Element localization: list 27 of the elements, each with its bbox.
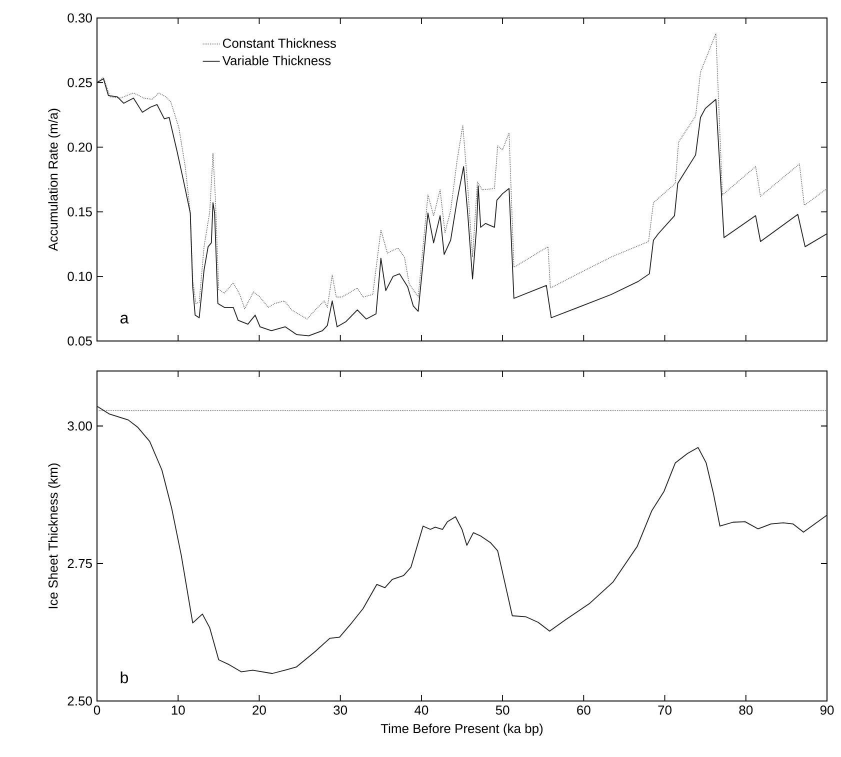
x-tick-label: 90 — [820, 706, 834, 715]
y-axis-title: Ice Sheet Thickness (km) — [48, 464, 60, 608]
x-tick-label: 10 — [172, 706, 185, 715]
y-tick-label: 0.30 — [68, 13, 92, 23]
y-tick-label: 2.50 — [68, 696, 92, 706]
line-series — [97, 78, 828, 336]
x-tick-label: 40 — [414, 706, 428, 715]
x-axis-title: Time Before Present (ka bp) — [380, 724, 543, 736]
x-tick-label: 80 — [739, 706, 753, 715]
y-tick-label: 0.10 — [68, 272, 92, 281]
y-tick-label: 0.20 — [68, 142, 92, 152]
y-tick-label: 0.25 — [68, 78, 92, 88]
x-tick-label: 70 — [658, 706, 672, 715]
y-axis-title: Accumulation Rate (m/a) — [48, 108, 60, 251]
legend-label: Constant Thickness — [222, 38, 336, 48]
y-tick-label: 0.05 — [68, 336, 92, 346]
annotation: a — [120, 314, 129, 324]
x-tick-label: 0 — [94, 706, 100, 715]
y-tick-label: 0.15 — [68, 207, 92, 216]
y-tick-label: 2.75 — [68, 558, 92, 568]
annotation: b — [120, 672, 128, 684]
legend-label: Variable Thickness — [222, 56, 331, 66]
x-tick-label: 50 — [496, 706, 510, 715]
x-tick-label: 60 — [577, 706, 590, 715]
x-tick-label: 20 — [252, 706, 266, 715]
x-tick-label: 30 — [334, 706, 348, 715]
y-tick-label: 3.00 — [68, 421, 92, 431]
